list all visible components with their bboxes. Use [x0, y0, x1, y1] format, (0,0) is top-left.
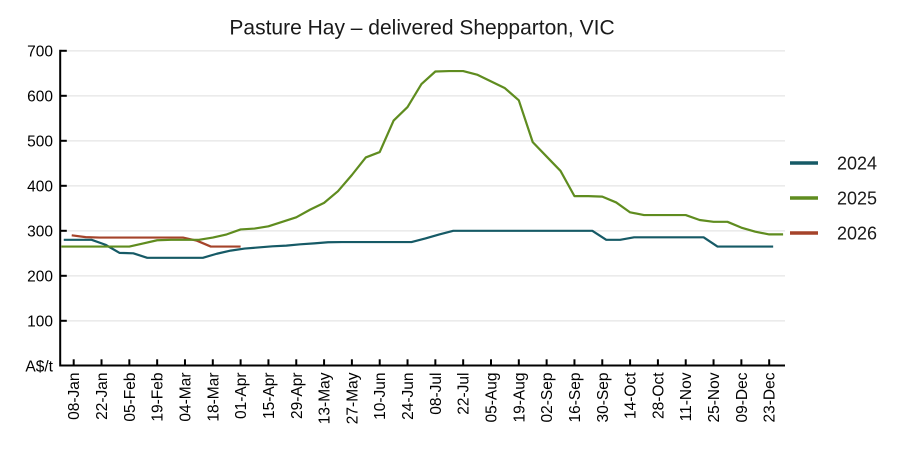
svg-text:28-Oct: 28-Oct	[650, 372, 667, 419]
svg-text:25-Nov: 25-Nov	[706, 372, 723, 422]
svg-text:09-Dec: 09-Dec	[734, 372, 751, 422]
svg-text:08-Jul: 08-Jul	[428, 373, 445, 415]
svg-text:A$/t: A$/t	[25, 358, 53, 375]
svg-text:200: 200	[27, 268, 53, 285]
svg-text:15-Apr: 15-Apr	[261, 373, 278, 420]
svg-text:22-Jan: 22-Jan	[94, 373, 111, 420]
svg-text:05-Aug: 05-Aug	[484, 373, 501, 423]
svg-text:10-Jun: 10-Jun	[372, 373, 389, 420]
svg-text:01-Apr: 01-Apr	[233, 373, 250, 420]
svg-text:500: 500	[27, 133, 53, 150]
svg-text:600: 600	[27, 88, 53, 105]
svg-text:02-Sep: 02-Sep	[539, 373, 556, 423]
svg-text:100: 100	[27, 313, 53, 330]
svg-text:14-Oct: 14-Oct	[623, 372, 640, 419]
svg-text:2024: 2024	[837, 154, 877, 174]
svg-text:2025: 2025	[837, 189, 877, 209]
svg-text:24-Jun: 24-Jun	[400, 373, 417, 420]
svg-text:19-Feb: 19-Feb	[150, 373, 167, 422]
svg-text:400: 400	[27, 178, 53, 195]
svg-text:29-Apr: 29-Apr	[289, 373, 306, 420]
svg-text:Pasture Hay – delivered Sheppa: Pasture Hay – delivered Shepparton, VIC	[229, 17, 614, 40]
svg-text:18-Mar: 18-Mar	[205, 373, 222, 422]
svg-text:19-Aug: 19-Aug	[511, 373, 528, 423]
svg-text:05-Feb: 05-Feb	[122, 373, 139, 422]
svg-text:22-Jul: 22-Jul	[456, 373, 473, 415]
svg-text:04-Mar: 04-Mar	[178, 373, 195, 422]
svg-text:11-Nov: 11-Nov	[678, 372, 695, 421]
svg-text:16-Sep: 16-Sep	[567, 373, 584, 423]
svg-text:23-Dec: 23-Dec	[762, 372, 779, 422]
svg-text:2026: 2026	[837, 224, 877, 244]
svg-text:13-May: 13-May	[317, 372, 334, 424]
svg-text:08-Jan: 08-Jan	[66, 373, 83, 420]
svg-text:300: 300	[27, 223, 53, 240]
svg-text:30-Sep: 30-Sep	[595, 373, 612, 423]
svg-text:700: 700	[27, 43, 53, 60]
svg-text:27-May: 27-May	[344, 372, 361, 424]
